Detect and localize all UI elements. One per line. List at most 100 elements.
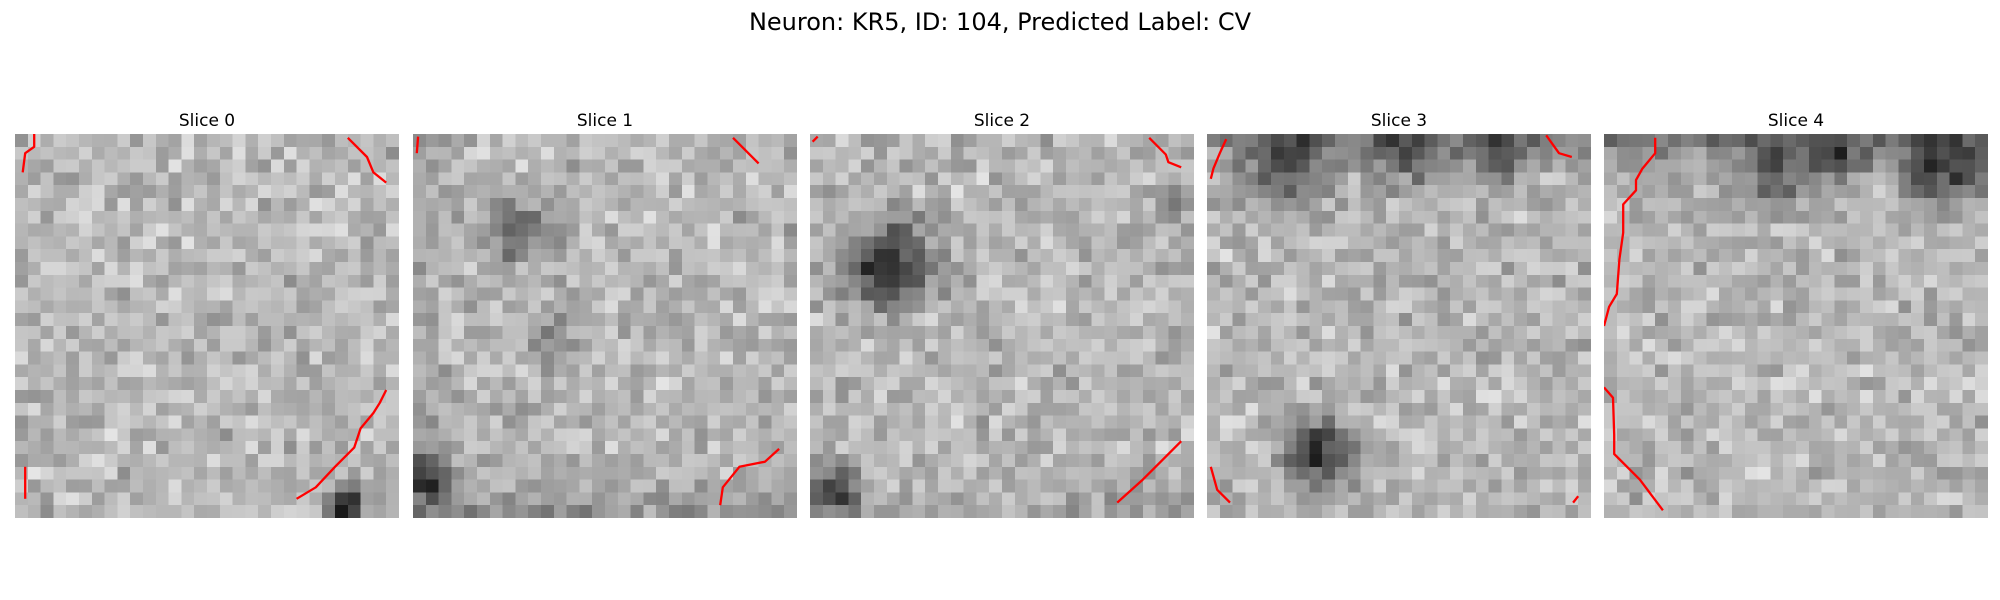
pixel-cell <box>938 505 952 518</box>
pixel-cell <box>1565 338 1579 353</box>
pixel-cell <box>27 172 42 186</box>
pixel-cell <box>745 223 760 237</box>
pixel-cell <box>1002 415 1016 429</box>
pixel-cell <box>1040 172 1054 186</box>
pixel-cell <box>1911 210 1925 225</box>
pixel-cell <box>296 262 310 276</box>
pixel-cell <box>528 326 542 340</box>
pixel-cell <box>810 492 824 506</box>
pixel-cell <box>1322 172 1336 186</box>
pixel-cell <box>1783 415 1797 429</box>
pixel-cell <box>784 223 797 237</box>
pixel-cell <box>541 479 555 493</box>
pixel-cell <box>1155 326 1169 340</box>
pixel-cell <box>1091 351 1105 365</box>
pixel-cell <box>1181 146 1194 161</box>
pixel-cell <box>528 249 542 263</box>
pixel-cell <box>168 300 182 314</box>
pixel-cell <box>425 134 440 148</box>
pixel-cell <box>1668 338 1682 353</box>
pixel-cell <box>322 159 336 173</box>
pixel-cell <box>1130 364 1144 378</box>
pixel-cell <box>1719 146 1733 161</box>
pixel-cell <box>1629 146 1643 161</box>
pixel-cell <box>219 249 234 263</box>
pixel-cell <box>886 236 901 250</box>
pixel-cell <box>1399 300 1413 314</box>
pixel-cell <box>874 479 888 493</box>
pixel-cell <box>1501 454 1515 468</box>
pixel-cell <box>1898 249 1912 263</box>
pixel-cell <box>502 351 516 365</box>
pixel-cell <box>643 262 657 276</box>
pixel-cell <box>1002 287 1016 301</box>
pixel-cell <box>669 274 683 289</box>
pixel-cell <box>1642 300 1656 314</box>
pixel-cell <box>1078 441 1093 455</box>
pixel-cell <box>451 159 465 173</box>
pixel-cell <box>1053 466 1067 481</box>
pixel-cell <box>15 338 29 353</box>
pixel-cell <box>656 313 670 327</box>
pixel-cell <box>1347 223 1362 237</box>
pixel-cell <box>1796 454 1810 468</box>
pixel-cell <box>1732 454 1746 468</box>
pixel-cell <box>53 390 67 404</box>
pixel-cell <box>1604 364 1618 378</box>
pixel-cell <box>1860 210 1874 225</box>
pixel-cell <box>1514 415 1528 429</box>
pixel-cell <box>1335 236 1349 250</box>
pixel-cell <box>232 492 246 506</box>
pixel-cell <box>1847 210 1861 225</box>
pixel-cell <box>1475 505 1490 518</box>
pixel-cell <box>451 210 465 225</box>
pixel-cell <box>1834 377 1848 391</box>
pixel-cell <box>784 313 797 327</box>
pixel-cell <box>1808 338 1823 353</box>
pixel-cell <box>1322 146 1336 161</box>
pixel-cell <box>1796 313 1810 327</box>
pixel-cell <box>1936 185 1951 199</box>
pixel-cell <box>1181 428 1194 442</box>
pixel-cell <box>373 146 387 161</box>
pixel-cell <box>1514 479 1528 493</box>
pixel-cell <box>592 351 606 365</box>
pixel-cell <box>413 223 427 237</box>
pixel-cell <box>1040 134 1054 148</box>
pixel-cell <box>1732 326 1746 340</box>
pixel-cell <box>1399 479 1413 493</box>
pixel-cell <box>899 172 913 186</box>
pixel-cell <box>1488 287 1502 301</box>
pixel-cell <box>1860 466 1874 481</box>
pixel-cell <box>912 415 926 429</box>
pixel-cell <box>899 300 913 314</box>
pixel-cell <box>15 185 29 199</box>
pixel-cell <box>1258 415 1272 429</box>
pixel-cell <box>425 313 440 327</box>
pixel-cell <box>1360 402 1374 417</box>
pixel-cell <box>207 479 221 493</box>
pixel-cell <box>271 313 285 327</box>
pixel-cell <box>976 198 990 212</box>
pixel-cell <box>630 364 644 378</box>
pixel-cell <box>1757 428 1771 442</box>
pixel-cell <box>283 338 298 353</box>
pixel-cell <box>1207 415 1221 429</box>
pixel-cell <box>784 441 797 455</box>
pixel-cell <box>1706 287 1720 301</box>
pixel-cell <box>1732 287 1746 301</box>
pixel-cell <box>1975 236 1988 250</box>
pixel-cell <box>1770 223 1784 237</box>
pixel-cell <box>605 198 619 212</box>
pixel-cell <box>53 146 67 161</box>
pixel-cell <box>1181 505 1194 518</box>
pixel-cell <box>1053 390 1067 404</box>
pixel-cell <box>656 441 670 455</box>
pixel-cell <box>733 287 747 301</box>
pixel-cell <box>245 479 259 493</box>
pixel-cell <box>1155 198 1169 212</box>
pixel-cell <box>464 466 478 481</box>
pixel-cell <box>1283 326 1298 340</box>
pixel-cell <box>1616 441 1631 455</box>
pixel-cell <box>104 274 118 289</box>
